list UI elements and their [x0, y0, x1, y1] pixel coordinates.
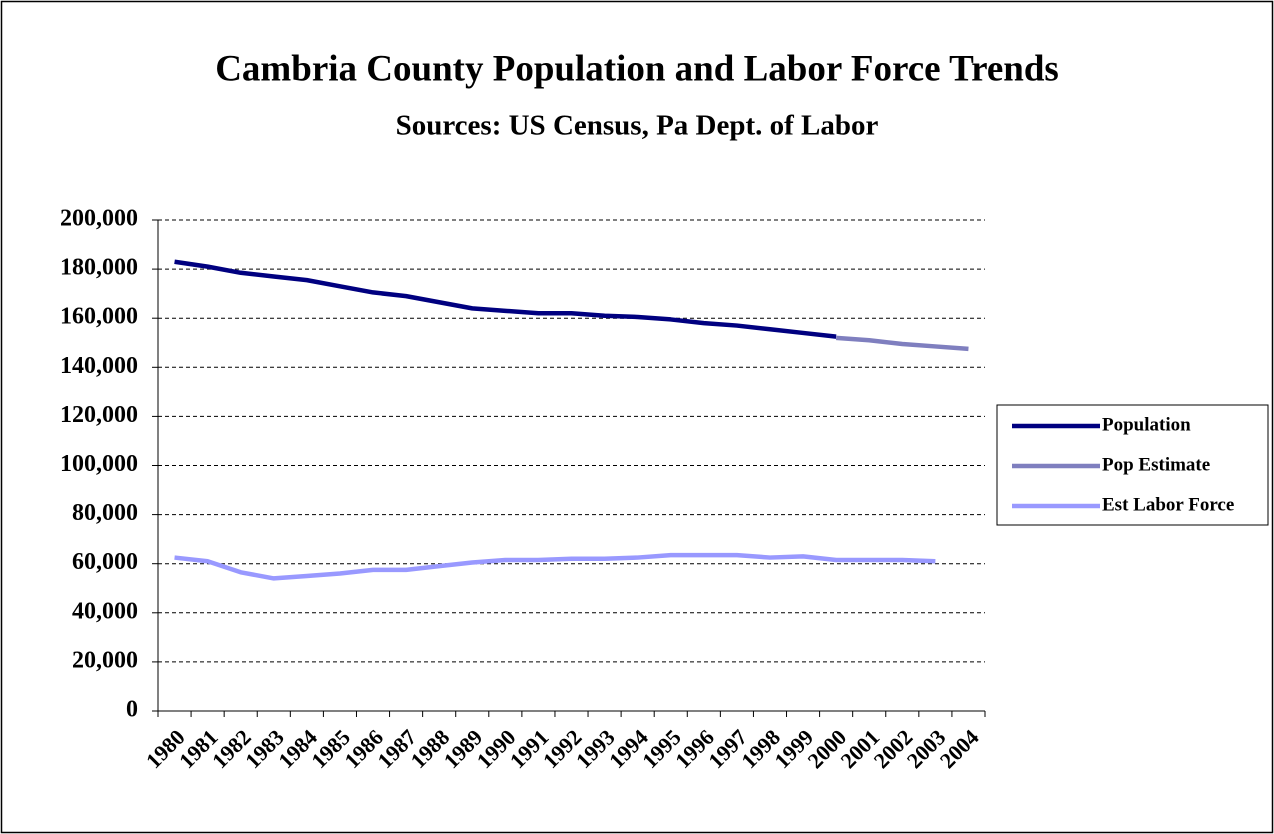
legend-label: Pop Estimate	[1102, 454, 1210, 475]
y-tick-label: 80,000	[72, 500, 138, 526]
y-tick-label: 180,000	[60, 255, 138, 281]
y-tick-label: 20,000	[72, 647, 138, 673]
line-series	[174, 259, 837, 339]
y-tick-label: 120,000	[60, 402, 138, 428]
legend-label: Population	[1102, 414, 1191, 435]
y-tick-label: 100,000	[60, 451, 138, 477]
y-tick-label: 60,000	[72, 549, 138, 575]
legend-label: Est Labor Force	[1102, 494, 1234, 515]
y-tick-label: 140,000	[60, 353, 138, 379]
line-series	[174, 552, 936, 581]
chart-title: Cambria County Population and Labor Forc…	[215, 48, 1059, 89]
y-tick-label: 200,000	[60, 206, 138, 232]
chart-subtitle: Sources: US Census, Pa Dept. of Labor	[396, 110, 879, 142]
y-tick-label: 160,000	[60, 304, 138, 330]
line-series	[835, 335, 969, 352]
y-tick-label: 40,000	[72, 598, 138, 624]
y-tick-label: 0	[126, 697, 138, 723]
